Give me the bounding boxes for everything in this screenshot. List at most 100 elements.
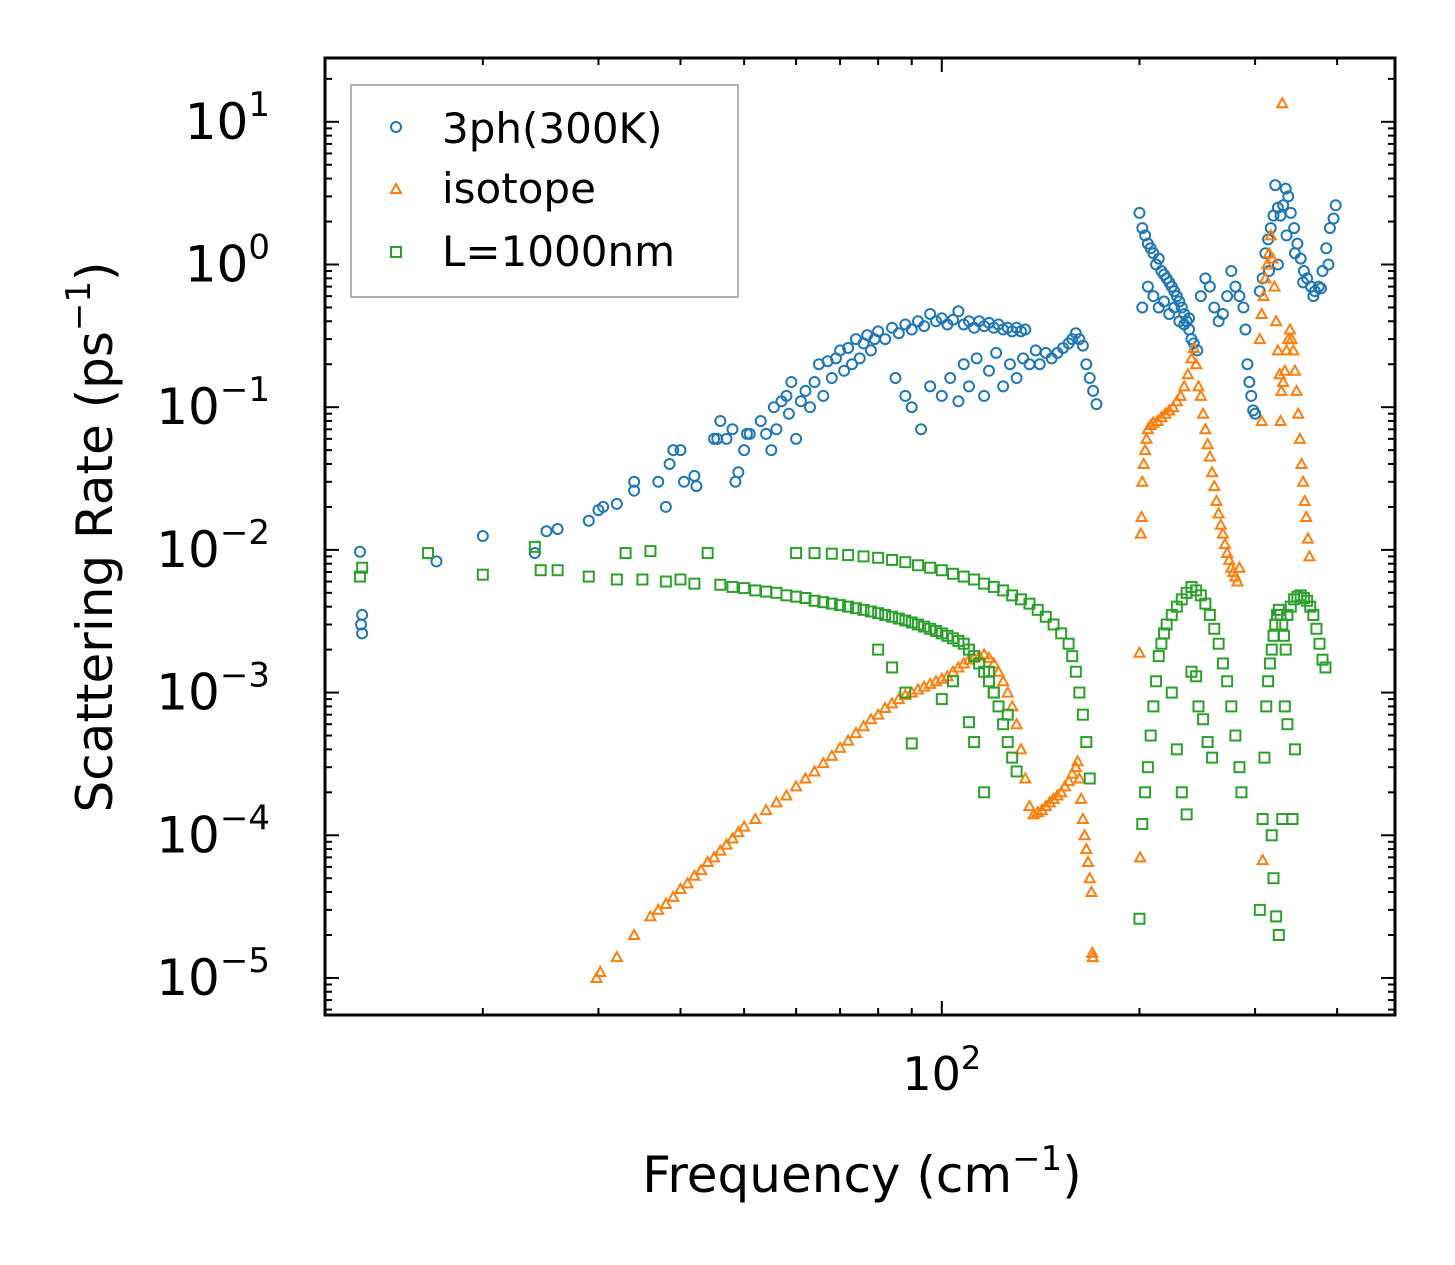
data-point	[1080, 358, 1093, 371]
y-tick-label: 10−5	[156, 941, 270, 1007]
data-point	[1272, 928, 1285, 941]
data-point	[808, 594, 821, 607]
data-point	[659, 896, 673, 909]
data-point	[1211, 506, 1226, 519]
legend-label-3ph: 3ph(300K)	[442, 104, 662, 153]
data-point	[1256, 289, 1271, 302]
data-point	[1081, 854, 1095, 867]
data-point	[1066, 650, 1079, 663]
data-point	[992, 700, 1005, 713]
data-point	[1297, 276, 1310, 289]
data-point	[1233, 290, 1246, 303]
data-point	[476, 530, 489, 543]
data-point	[1203, 608, 1216, 621]
data-point	[1069, 327, 1082, 340]
data-point	[817, 389, 830, 402]
legend-label-isotope: isotope	[442, 164, 596, 213]
data-point	[872, 551, 885, 564]
data-point	[1019, 323, 1032, 336]
data-point	[924, 380, 937, 393]
data-point	[1072, 771, 1087, 784]
data-point	[719, 837, 734, 850]
data-point	[1258, 751, 1271, 764]
data-point	[1136, 222, 1149, 235]
data-point	[1136, 817, 1149, 830]
y-tick-label: 10−1	[156, 370, 270, 436]
data-point	[918, 620, 931, 633]
data-point	[1267, 279, 1282, 292]
data-point	[1277, 629, 1290, 642]
data-point	[1180, 808, 1193, 821]
data-point	[1150, 675, 1163, 688]
data-point	[782, 407, 795, 420]
data-point	[1239, 323, 1252, 336]
legend-marker-isotope	[389, 181, 403, 194]
data-point	[1216, 657, 1229, 670]
data-point	[1279, 343, 1294, 356]
data-point	[997, 380, 1010, 393]
data-point	[1039, 610, 1052, 623]
data-point	[1278, 700, 1291, 713]
data-point	[1187, 337, 1200, 350]
data-point	[790, 547, 803, 560]
data-point	[930, 315, 943, 328]
data-point	[674, 444, 687, 457]
data-point	[905, 401, 918, 414]
data-point	[1297, 493, 1312, 507]
series-0	[353, 179, 1342, 640]
data-point	[1232, 560, 1247, 573]
data-point	[879, 333, 892, 346]
data-point	[1076, 339, 1089, 352]
data-point	[849, 726, 863, 739]
data-point	[1262, 265, 1275, 278]
data-point	[872, 325, 885, 338]
data-point	[1221, 290, 1234, 303]
data-point	[935, 564, 948, 577]
data-point	[899, 389, 912, 402]
data-point	[1284, 332, 1299, 345]
data-point	[1271, 258, 1284, 271]
data-point	[1225, 700, 1238, 713]
data-point	[1283, 322, 1297, 335]
data-point	[1288, 743, 1301, 756]
data-point	[1085, 945, 1099, 958]
data-point	[1000, 685, 1015, 698]
data-point	[889, 372, 902, 385]
data-point	[1269, 314, 1283, 327]
data-point	[1017, 352, 1030, 365]
data-point	[1316, 265, 1329, 278]
data-point	[1243, 376, 1256, 389]
data-point	[476, 568, 489, 581]
data-point	[1307, 608, 1320, 621]
data-point	[1022, 799, 1037, 812]
data-point	[1255, 853, 1270, 866]
data-point	[1168, 301, 1181, 314]
data-point	[780, 389, 793, 402]
data-point	[1264, 222, 1277, 235]
legend: 3ph(300K) isotope L=1000nm	[350, 84, 739, 298]
data-point	[1304, 600, 1317, 613]
data-point	[962, 380, 975, 393]
data-point	[1194, 388, 1208, 401]
data-point	[732, 466, 745, 479]
data-point	[834, 599, 847, 612]
data-point	[528, 540, 541, 553]
data-point	[1286, 343, 1300, 356]
data-point	[726, 580, 739, 593]
data-point	[1282, 190, 1295, 203]
data-point	[1281, 608, 1294, 621]
y-tick-label: 10−4	[156, 798, 270, 864]
data-point	[725, 831, 740, 844]
data-point	[825, 597, 838, 610]
data-point	[593, 964, 608, 978]
data-point	[528, 547, 541, 560]
data-point	[1249, 407, 1262, 420]
data-point	[1212, 637, 1225, 650]
data-point	[886, 610, 899, 623]
data-point	[582, 514, 595, 527]
data-point	[714, 578, 727, 591]
data-point	[1229, 280, 1242, 293]
y-axis-label: Scattering Rate (ps−1)	[59, 261, 124, 812]
data-point	[754, 415, 767, 428]
data-point	[1262, 246, 1276, 259]
